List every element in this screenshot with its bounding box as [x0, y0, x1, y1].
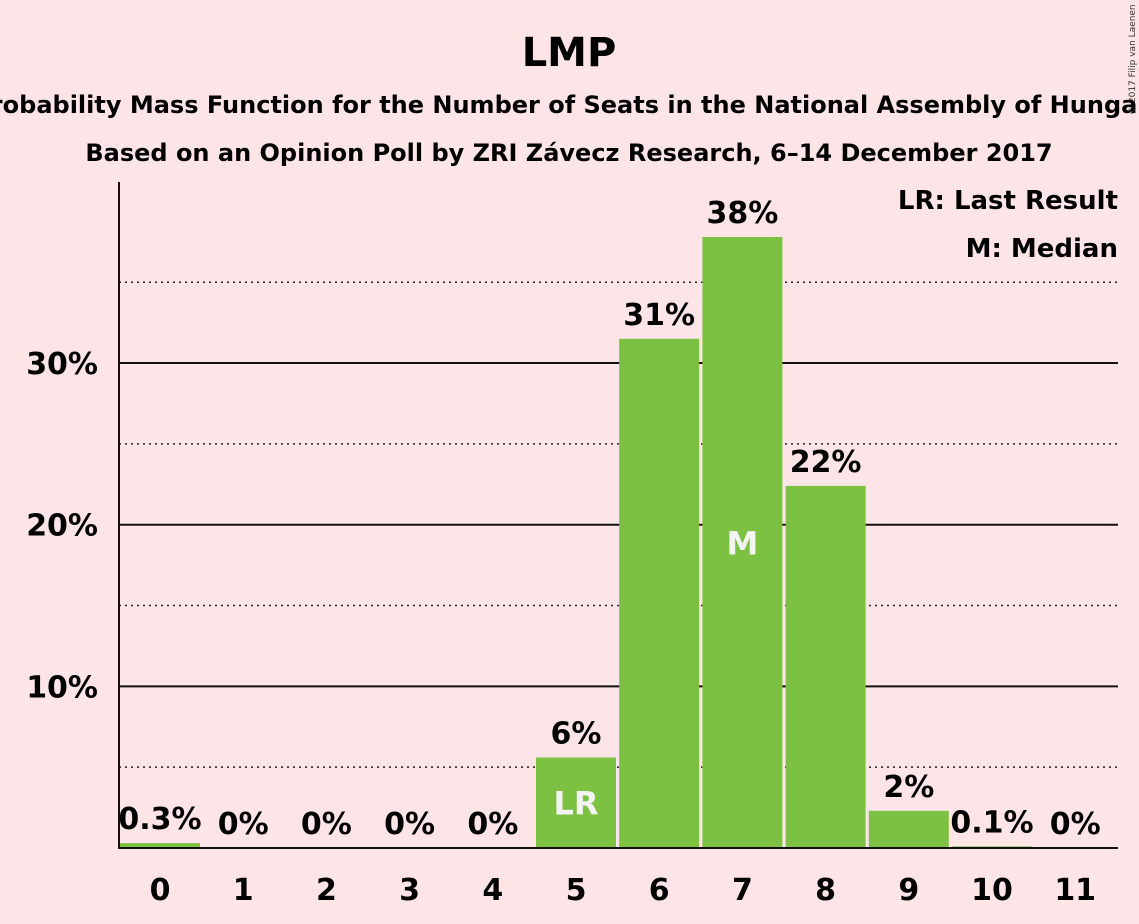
data-label: 2% — [883, 770, 934, 805]
bar — [120, 843, 200, 848]
legend: LR: Last Result M: Median — [898, 186, 1118, 264]
x-tick-label: 3 — [399, 873, 420, 908]
bar — [868, 810, 949, 848]
data-label: 0% — [1050, 807, 1101, 842]
data-label: 0.1% — [950, 805, 1033, 840]
data-label: 0.3% — [118, 802, 201, 837]
axis-layer: 10% 20% 30% 0 1 2 3 4 5 6 7 8 9 10 11 — [26, 182, 1118, 908]
chart-title: LMP — [522, 30, 617, 76]
legend-entry-median: M: Median — [966, 234, 1118, 264]
x-tick-label: 6 — [649, 873, 670, 908]
x-tick-label: 2 — [316, 873, 337, 908]
bar — [702, 236, 783, 848]
median-marker: M — [726, 524, 758, 562]
x-tick-label: 9 — [898, 873, 919, 908]
x-tick-label: 1 — [233, 873, 254, 908]
x-tick-label: 4 — [482, 873, 503, 908]
x-tick-label: 0 — [150, 873, 171, 908]
y-tick-label: 30% — [26, 347, 98, 382]
bar — [536, 757, 616, 848]
y-tick-label: 10% — [26, 670, 98, 705]
x-tick-label: 8 — [815, 873, 836, 908]
x-tick-label: 7 — [732, 873, 753, 908]
x-tick-label: 10 — [971, 873, 1013, 908]
data-label: 0% — [467, 807, 518, 842]
data-label: 0% — [301, 807, 352, 842]
data-label: 38% — [706, 196, 778, 231]
x-tick-label: 5 — [566, 873, 587, 908]
last-result-marker: LR — [553, 785, 598, 823]
bar — [785, 485, 866, 848]
data-label: 0% — [218, 807, 269, 842]
data-label: 0% — [384, 807, 435, 842]
x-tick-label: 11 — [1054, 873, 1096, 908]
grid-layer — [119, 281, 1118, 768]
data-label: 22% — [790, 445, 862, 480]
bar — [619, 338, 700, 848]
legend-entry-last-result: LR: Last Result — [898, 186, 1118, 216]
data-label: 31% — [623, 298, 695, 333]
copyright-note: © 2017 Filip van Laenen — [1128, 4, 1138, 115]
chart-subtitle: Probability Mass Function for the Number… — [0, 91, 1139, 119]
y-tick-label: 20% — [26, 509, 98, 544]
chart-subtitle-poll: Based on an Opinion Poll by ZRI Závecz R… — [85, 139, 1052, 167]
bar-layer: 0.3% 0% 0% 0% 0% 6% LR 31% 38% M 22% 2% 0.1% 0% — [118, 196, 1101, 848]
data-label: 6% — [551, 716, 602, 751]
